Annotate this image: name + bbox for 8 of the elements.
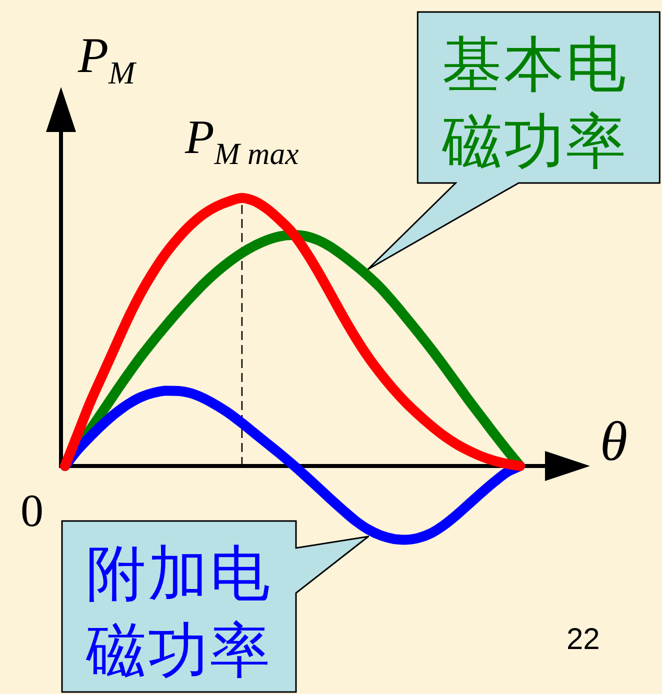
series-label: 附加电磁功率	[86, 538, 273, 688]
speech-bubble: 基本电磁功率	[367, 11, 661, 270]
speech-bubble: 附加电磁功率	[61, 520, 370, 693]
x-axis-title: θ	[600, 411, 628, 473]
y-axis-title: P$_{M}$	[78, 27, 136, 91]
text: 0	[20, 485, 44, 536]
annotation: P$_{M max}$	[184, 111, 299, 172]
text: 22	[566, 623, 600, 656]
